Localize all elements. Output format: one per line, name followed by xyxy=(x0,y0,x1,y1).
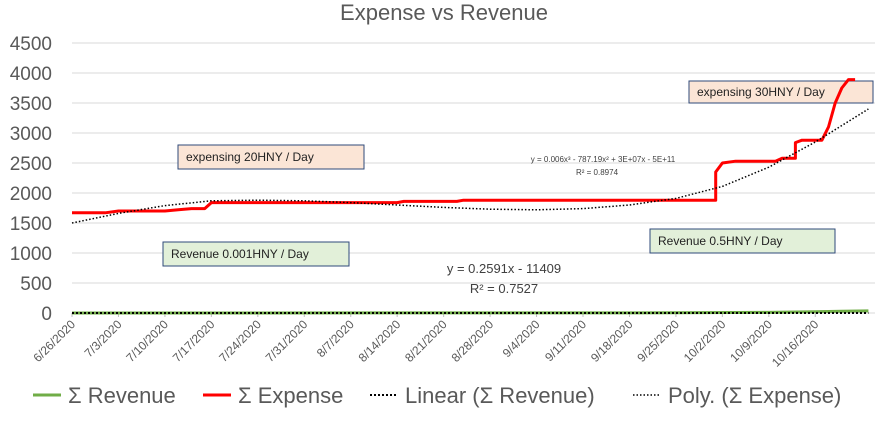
annotation-box xyxy=(177,144,365,170)
x-tick-label: 7/3/2020 xyxy=(82,317,125,360)
x-tick-label: 9/18/2020 xyxy=(588,317,636,365)
annotation-box xyxy=(162,241,350,267)
linear-equation: y = 0.2591x - 11409 xyxy=(447,261,561,276)
y-tick-label: 2500 xyxy=(10,154,52,175)
x-tick-label: 10/16/2020 xyxy=(769,317,822,370)
annotation-text: Revenue 0.001HNY / Day xyxy=(171,247,309,261)
x-tick-label: 7/31/2020 xyxy=(263,317,311,365)
x-tick-label: 8/14/2020 xyxy=(356,317,404,365)
x-tick-label: 6/26/2020 xyxy=(30,317,78,365)
y-tick-label: 1500 xyxy=(10,214,52,235)
expense-poly-trendline xyxy=(71,108,869,224)
chart-title: Expense vs Revenue xyxy=(340,0,548,25)
y-tick-label: 4500 xyxy=(10,34,52,55)
annotation-text: expensing 30HNY / Day xyxy=(697,85,825,99)
x-tick-label: 8/21/2020 xyxy=(402,317,450,365)
x-tick-label: 10/9/2020 xyxy=(727,317,775,365)
linear-r-squared: R² = 0.7527 xyxy=(470,281,538,296)
annotation-text: Revenue 0.5HNY / Day xyxy=(658,234,783,248)
x-tick-label: 10/2/2020 xyxy=(681,317,729,365)
y-tick-label: 2000 xyxy=(10,184,52,205)
x-tick-label: 9/11/2020 xyxy=(542,317,589,364)
annotation-box xyxy=(649,228,836,254)
y-tick-label: 500 xyxy=(20,274,52,295)
y-tick-label: 3500 xyxy=(10,94,52,115)
poly-equation: y = 0.006x³ - 787.19x² + 3E+07x - 5E+11 xyxy=(531,155,676,164)
annotation-box xyxy=(688,80,874,104)
legend-label: Poly. (Σ Expense) xyxy=(668,383,841,408)
y-tick-label: 1000 xyxy=(10,244,52,265)
y-tick-label: 0 xyxy=(41,304,52,325)
x-tick-label: 8/7/2020 xyxy=(314,317,357,360)
legend-label: Σ Revenue xyxy=(68,383,176,408)
legend-label: Σ Expense xyxy=(238,383,343,408)
legend-label: Linear (Σ Revenue) xyxy=(405,383,595,408)
x-tick-label: 8/28/2020 xyxy=(449,317,497,365)
x-tick-label: 7/17/2020 xyxy=(170,317,218,365)
poly-r-squared: R² = 0.8974 xyxy=(576,168,619,177)
x-tick-label: 7/24/2020 xyxy=(216,317,264,365)
y-tick-label: 4000 xyxy=(10,64,52,85)
x-tick-label: 7/10/2020 xyxy=(123,317,171,365)
expense-line xyxy=(72,78,856,215)
x-tick-label: 9/25/2020 xyxy=(634,317,682,365)
x-tick-label: 9/4/2020 xyxy=(500,317,543,360)
annotation-text: expensing 20HNY / Day xyxy=(186,150,314,164)
y-tick-label: 3000 xyxy=(10,124,52,145)
